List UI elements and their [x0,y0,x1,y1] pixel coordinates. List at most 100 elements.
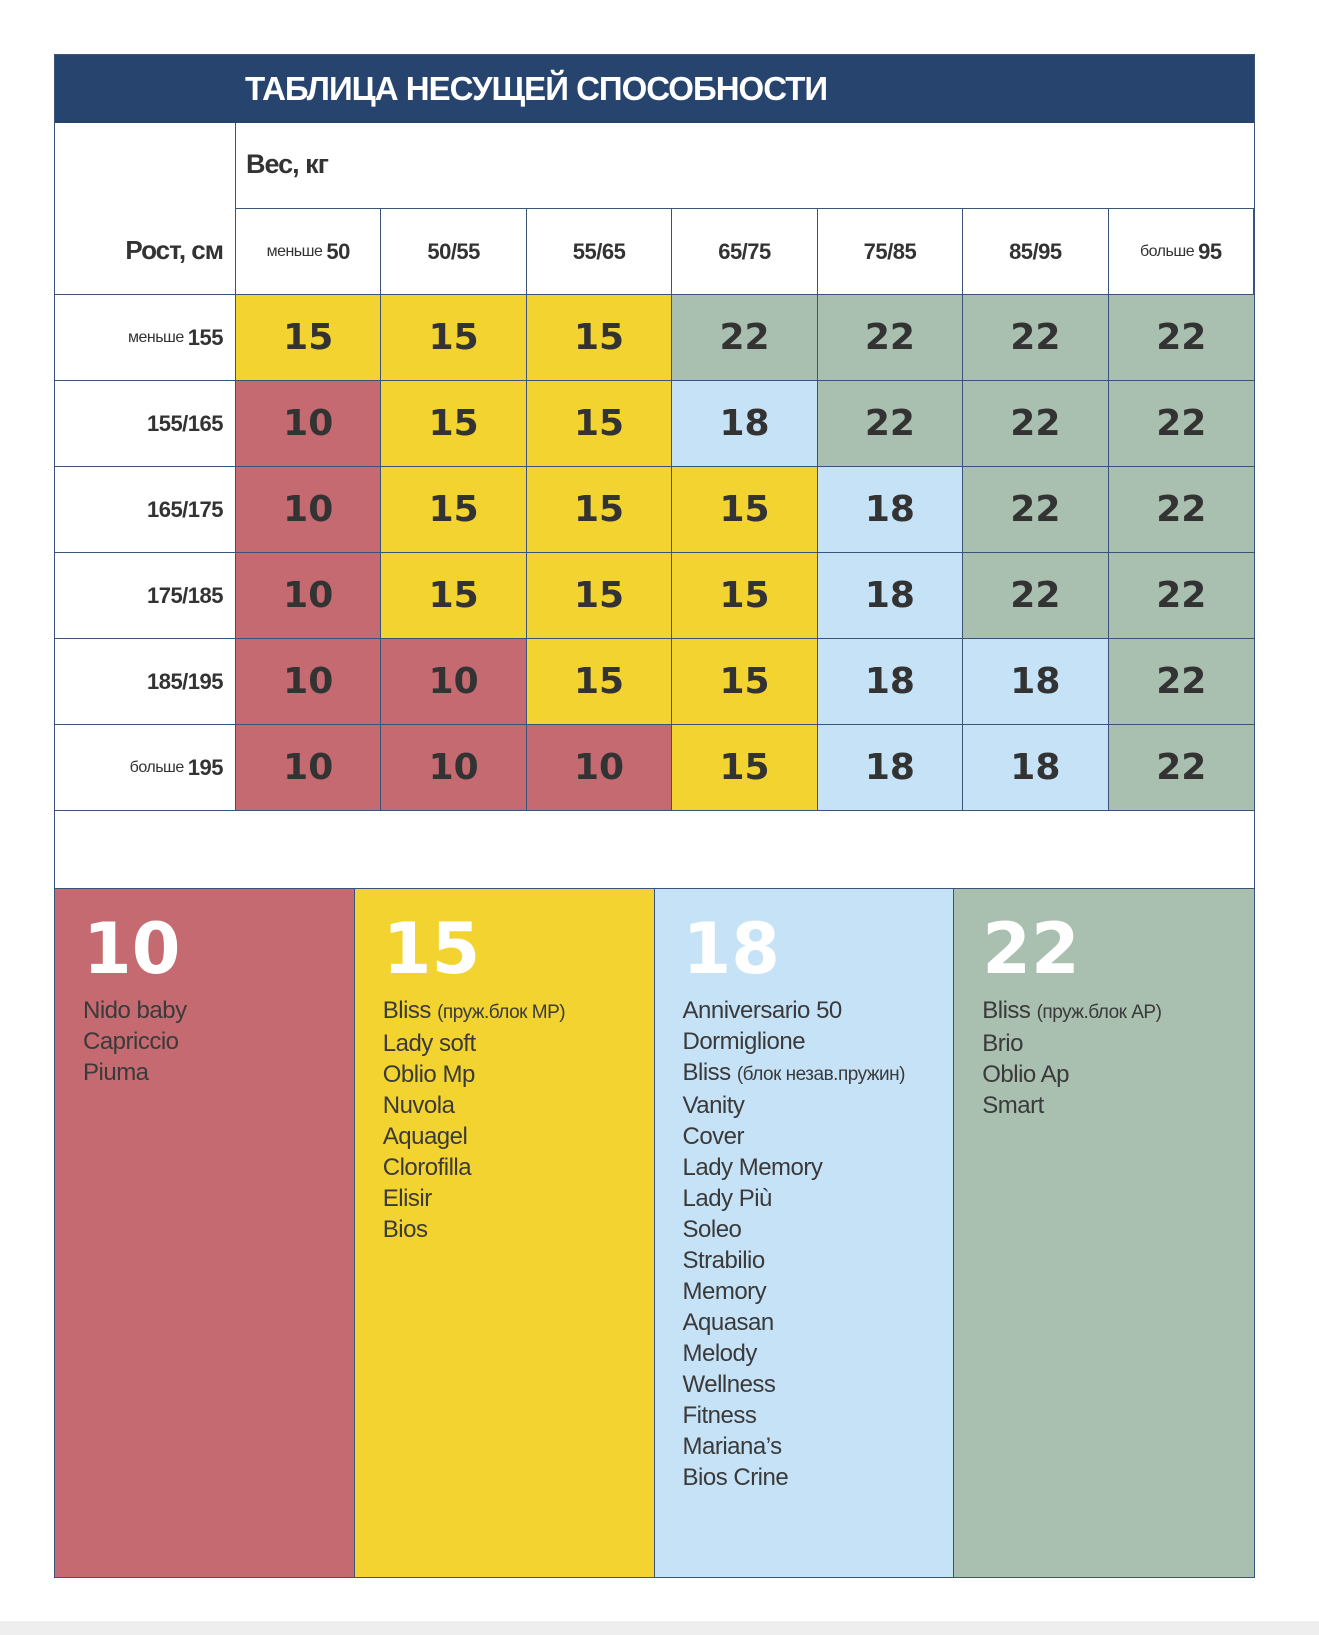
legend-group: 22 Bliss (пруж.блок AP) Brio Oblio Ap Smart [954,889,1254,1577]
item-name: Lady Più [682,1185,773,1212]
weight-label: Вес, кг [236,123,1254,209]
legend-item: Clorofilla [383,1152,654,1183]
table-cell: 22 [963,467,1109,553]
row-value: 185/195 [146,668,224,694]
row-header: 185/195 [55,639,236,725]
legend: 10 Nido baby Capriccio Piuma 15 Bliss (пруж.б… [55,889,1254,1577]
item-name: Dormiglione [682,1028,806,1055]
page-title: ТАБЛИЦА НЕСУЩЕЙ СПОСОБНОСТИ [55,55,1254,123]
item-note: (пруж.блок MP) [437,1002,566,1023]
row-value: 195 [187,754,224,780]
item-name: Melody [682,1340,758,1367]
row-header: 175/185 [55,553,236,639]
table-cell: 15 [526,639,673,725]
column-header: 65/75 [672,209,818,295]
item-name: Soleo [682,1216,742,1243]
table-cell: 15 [526,553,673,639]
item-name: Anniversario 50 [682,997,843,1024]
legend-group: 15 Bliss (пруж.блок MP) Lady soft Oblio Mp N… [354,889,655,1577]
legend-group: 10 Nido baby Capriccio Piuma [55,889,355,1577]
legend-item: Bliss (пруж.блок AP) [982,995,1254,1028]
item-name: Elisir [382,1185,433,1212]
legend-item: Anniversario 50 [683,995,954,1026]
column-header: 75/85 [817,209,964,295]
item-name: Bios [382,1216,428,1243]
column-header: 85/95 [963,209,1109,295]
legend-number: 18 [682,908,780,990]
legend-item: Cover [683,1121,954,1152]
legend-item: Memory [683,1276,954,1307]
item-name: Clorofilla [382,1154,472,1181]
item-name: Bios Crine [682,1464,789,1491]
item-name: Oblio Mp [382,1061,476,1088]
table-cell: 15 [381,467,527,553]
legend-item: Vanity [683,1090,954,1121]
table-cell: 22 [963,295,1109,381]
legend-number: 10 [83,908,181,990]
table-cell: 15 [526,381,673,467]
column-value: 85/95 [1009,238,1062,264]
column-value: 55/65 [572,238,626,264]
table-cell: 22 [1108,725,1254,811]
legend-item: Lady Memory [683,1152,954,1183]
item-name: Fitness [682,1402,757,1429]
table-cell: 15 [672,553,818,639]
column-value: 95 [1198,238,1222,264]
table-cell: 15 [526,467,673,553]
table-cell: 22 [817,381,964,467]
item-name: Memory [682,1278,767,1305]
legend-item: Soleo [683,1214,954,1245]
item-name: Nuvola [382,1092,455,1119]
item-name: Piuma [83,1059,149,1086]
legend-item: Strabilio [683,1245,954,1276]
table-cell: 15 [672,467,818,553]
row-value: 155 [187,324,224,350]
legend-item: Bios [383,1214,654,1245]
row-header: меньше 155 [55,295,236,381]
item-name: Vanity [682,1092,745,1119]
table-cell: 10 [381,725,527,811]
item-name: Wellness [682,1371,776,1398]
item-name: Lady soft [382,1030,476,1057]
table-cell: 22 [1108,295,1254,381]
item-note: (блок незав.пружин) [736,1064,906,1085]
table-cell: 22 [1108,467,1254,553]
item-name: Mariana’s [682,1433,783,1460]
table-cell: 15 [381,553,527,639]
row-header: 165/175 [55,467,236,553]
item-name: Smart [982,1092,1044,1119]
table-cell: 15 [381,295,527,381]
legend-item: Elisir [383,1183,654,1214]
item-name: Bliss [382,997,432,1024]
column-header: меньше 50 [236,209,382,295]
column-value: 75/85 [863,238,917,264]
row-prefix: больше [129,758,185,776]
legend-item: Smart [982,1090,1254,1121]
table-cell: 10 [236,467,382,553]
legend-number: 15 [382,908,481,990]
row-prefix: меньше [127,328,184,346]
item-note: (пруж.блок AP) [1036,1002,1162,1023]
legend-item: Capriccio [83,1026,354,1057]
legend-item: Bliss (блок незав.пружин) [683,1057,954,1090]
table-cell: 22 [817,295,964,381]
table-cell: 22 [1108,381,1254,467]
table-cell: 15 [381,381,527,467]
column-prefix: больше [1139,242,1195,260]
column-header: 55/65 [526,209,673,295]
table-cell: 18 [817,553,964,639]
load-capacity-table: ТАБЛИЦА НЕСУЩЕЙ СПОСОБНОСТИ Рост, см Вес… [54,54,1255,1578]
row-header: больше 195 [55,725,236,811]
table-cell: 10 [236,381,382,467]
table-cell: 18 [963,725,1109,811]
legend-item: Melody [683,1338,954,1369]
table-cell: 10 [381,639,527,725]
legend-item: Fitness [683,1400,954,1431]
legend-item: Oblio Ap [982,1059,1254,1090]
table-cell: 18 [817,725,964,811]
legend-item: Nido baby [83,995,354,1026]
legend-item: Lady Più [683,1183,954,1214]
table-cell: 18 [817,467,964,553]
table-cell: 15 [672,639,818,725]
table-cell: 10 [236,553,382,639]
